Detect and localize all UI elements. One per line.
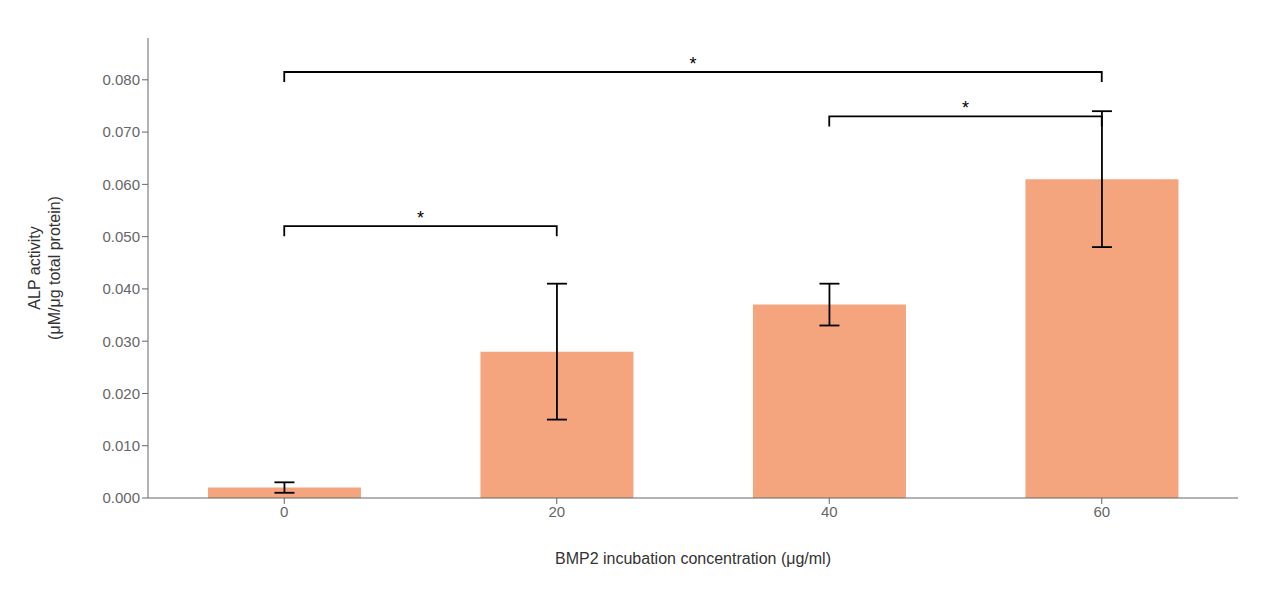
svg-text:*: *: [689, 54, 696, 74]
svg-text:0.070: 0.070: [102, 123, 140, 140]
svg-text:60: 60: [1093, 503, 1110, 520]
svg-text:ALP activity(μM/μg total prote: ALP activity(μM/μg total protein): [26, 196, 63, 340]
svg-text:BMP2 incubation concentration: BMP2 incubation concentration (μg/ml): [555, 550, 831, 567]
svg-text:0.050: 0.050: [102, 228, 140, 245]
svg-text:0.080: 0.080: [102, 71, 140, 88]
svg-text:0.020: 0.020: [102, 385, 140, 402]
svg-text:0: 0: [280, 503, 288, 520]
svg-text:0.040: 0.040: [102, 280, 140, 297]
svg-text:*: *: [962, 98, 969, 118]
svg-text:0.010: 0.010: [102, 437, 140, 454]
svg-text:0.030: 0.030: [102, 333, 140, 350]
svg-text:0.000: 0.000: [102, 489, 140, 506]
svg-text:*: *: [417, 208, 424, 228]
svg-text:0.060: 0.060: [102, 176, 140, 193]
svg-text:40: 40: [821, 503, 838, 520]
svg-text:20: 20: [548, 503, 565, 520]
